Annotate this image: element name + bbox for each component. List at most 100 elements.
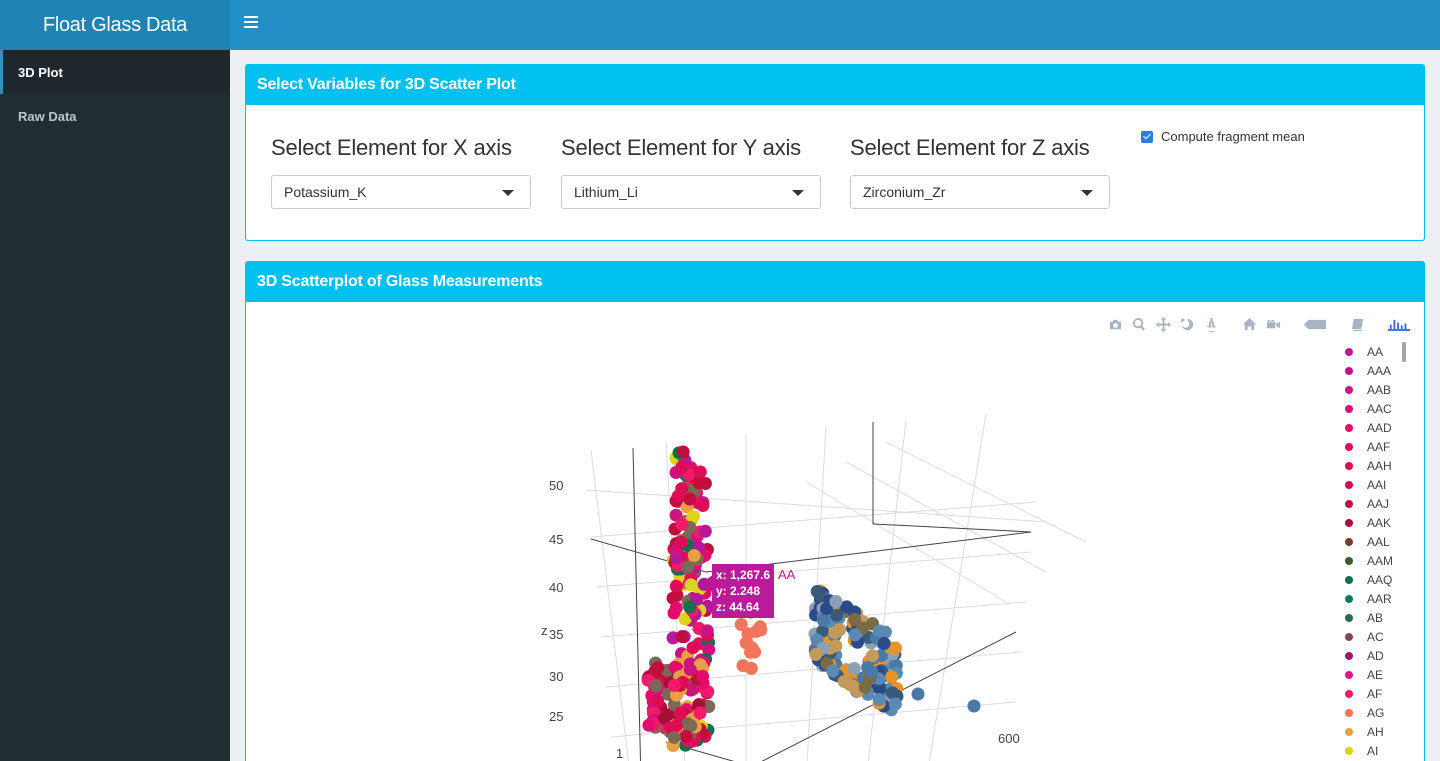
data-point: [888, 697, 902, 711]
data-point: [866, 649, 879, 663]
legend-label: AAJ: [1367, 496, 1390, 511]
legend-item[interactable]: AB: [1341, 608, 1416, 627]
legend-label: AAR: [1367, 591, 1392, 606]
legend-label: AC: [1367, 629, 1384, 644]
fragment-mean-option: Compute fragment mean: [1141, 129, 1305, 144]
orbit-icon[interactable]: [1178, 316, 1196, 332]
legend-item[interactable]: AAJ: [1341, 494, 1416, 513]
chevron-down-icon: [502, 190, 514, 196]
turntable-icon[interactable]: [1202, 316, 1220, 332]
legend-item[interactable]: AA: [1341, 342, 1416, 361]
legend-item[interactable]: AAF: [1341, 437, 1416, 456]
legend-item[interactable]: AH: [1341, 722, 1416, 741]
legend-item[interactable]: AAD: [1341, 418, 1416, 437]
legend-item[interactable]: AAB: [1341, 380, 1416, 399]
book-icon[interactable]: [1348, 316, 1366, 332]
legend-item[interactable]: AAH: [1341, 456, 1416, 475]
legend-label: AH: [1367, 724, 1384, 739]
legend-marker-icon: [1345, 632, 1353, 641]
data-point: [683, 600, 697, 614]
sidebar-item-raw-data[interactable]: Raw Data: [0, 94, 230, 138]
pan-icon[interactable]: [1154, 316, 1172, 332]
legend-item[interactable]: AAM: [1341, 551, 1416, 570]
y-axis-select[interactable]: Lithium_Li: [561, 175, 821, 209]
legend-item[interactable]: AE: [1341, 665, 1416, 684]
legend-marker-icon: [1345, 423, 1353, 432]
fragment-mean-checkbox[interactable]: [1141, 130, 1153, 143]
legend-marker-icon: [1345, 461, 1353, 470]
x-axis-select[interactable]: Potassium_K: [271, 175, 531, 209]
data-point: [734, 618, 748, 631]
legend-label: AI: [1367, 743, 1379, 758]
x-axis-value: Potassium_K: [284, 184, 367, 200]
data-point: [748, 645, 762, 659]
data-point: [693, 465, 707, 479]
zoom-icon[interactable]: [1130, 316, 1148, 332]
z-tick-label: 25: [549, 709, 563, 724]
data-point: [681, 560, 695, 574]
data-point: [833, 623, 847, 637]
sidebar: 3D Plot Raw Data: [0, 50, 230, 761]
legend-item[interactable]: AAR: [1341, 589, 1416, 608]
data-point: [744, 661, 758, 675]
legend-item[interactable]: AI: [1341, 741, 1416, 760]
x-axis-select-group: Select Element for X axis Potassium_K: [271, 135, 531, 209]
data-point: [888, 641, 902, 655]
data-point: [826, 664, 840, 678]
legend-item[interactable]: AAQ: [1341, 570, 1416, 589]
legend-label: AD: [1367, 648, 1384, 663]
data-point: [696, 499, 710, 512]
legend-marker-icon: [1345, 746, 1353, 755]
data-point: [848, 628, 862, 642]
scatter-3d-plot[interactable]: 50 45 40 35 30 25 z 1 600: [246, 302, 1336, 761]
legend-item[interactable]: AG: [1341, 703, 1416, 722]
legend-item[interactable]: AAA: [1341, 361, 1416, 380]
data-point: [829, 595, 843, 608]
data-point: [829, 639, 843, 653]
legend-item[interactable]: AAL: [1341, 532, 1416, 551]
data-point: [865, 665, 879, 679]
camera-icon[interactable]: [1106, 316, 1124, 332]
legend-marker-icon: [1345, 442, 1353, 451]
sidebar-item-3d-plot[interactable]: 3D Plot: [0, 50, 230, 94]
z-axis-select[interactable]: Zirconium_Zr: [850, 175, 1110, 209]
data-point: [669, 601, 683, 615]
chevron-down-icon: [1081, 190, 1093, 196]
legend-scrollbar[interactable]: [1402, 342, 1406, 362]
data-point: [741, 627, 755, 641]
legend-item[interactable]: AAC: [1341, 399, 1416, 418]
plot-modebar: [1106, 316, 1412, 332]
y-axis-label: Select Element for Y axis: [561, 135, 801, 160]
scatterplot-box: 3D Scatterplot of Glass Measurements 50 4…: [245, 261, 1425, 761]
tooltip-values: x: 1,267.6 y: 2.248 z: 44.64: [712, 564, 775, 618]
data-point: [872, 693, 886, 706]
plotly-logo-icon[interactable]: [1386, 316, 1412, 332]
plot-area[interactable]: 50 45 40 35 30 25 z 1 600 AA AAA AAB AAC AAD AAF AAH AA…: [246, 302, 1424, 761]
legend-marker-icon: [1345, 594, 1353, 603]
tag-icon[interactable]: [1302, 316, 1328, 332]
legend-label: AB: [1367, 610, 1384, 625]
legend-marker-icon: [1345, 689, 1353, 698]
select-variables-box: Select Variables for 3D Scatter Plot Sel…: [245, 64, 1425, 241]
data-point: [877, 636, 891, 650]
legend-marker-icon: [1345, 385, 1353, 394]
legend-marker-icon: [1345, 727, 1353, 736]
data-point: [649, 679, 663, 693]
legend-label: AAM: [1367, 553, 1394, 568]
camera-reset-icon[interactable]: [1264, 316, 1282, 332]
data-point: [693, 706, 707, 720]
data-point: [684, 578, 698, 592]
legend-item[interactable]: AAI: [1341, 475, 1416, 494]
menu-toggle-icon[interactable]: [244, 16, 258, 30]
legend-label: AG: [1367, 705, 1385, 720]
legend-item[interactable]: AD: [1341, 646, 1416, 665]
data-point: [837, 675, 851, 688]
legend-item[interactable]: AC: [1341, 627, 1416, 646]
hover-tooltip: x: 1,267.6 y: 2.248 z: 44.64 AA: [706, 564, 795, 618]
legend-item[interactable]: AAK: [1341, 513, 1416, 532]
home-icon[interactable]: [1240, 316, 1258, 332]
legend-marker-icon: [1345, 480, 1353, 489]
legend-label: AAH: [1367, 458, 1392, 473]
data-point: [873, 624, 886, 638]
legend-item[interactable]: AF: [1341, 684, 1416, 703]
